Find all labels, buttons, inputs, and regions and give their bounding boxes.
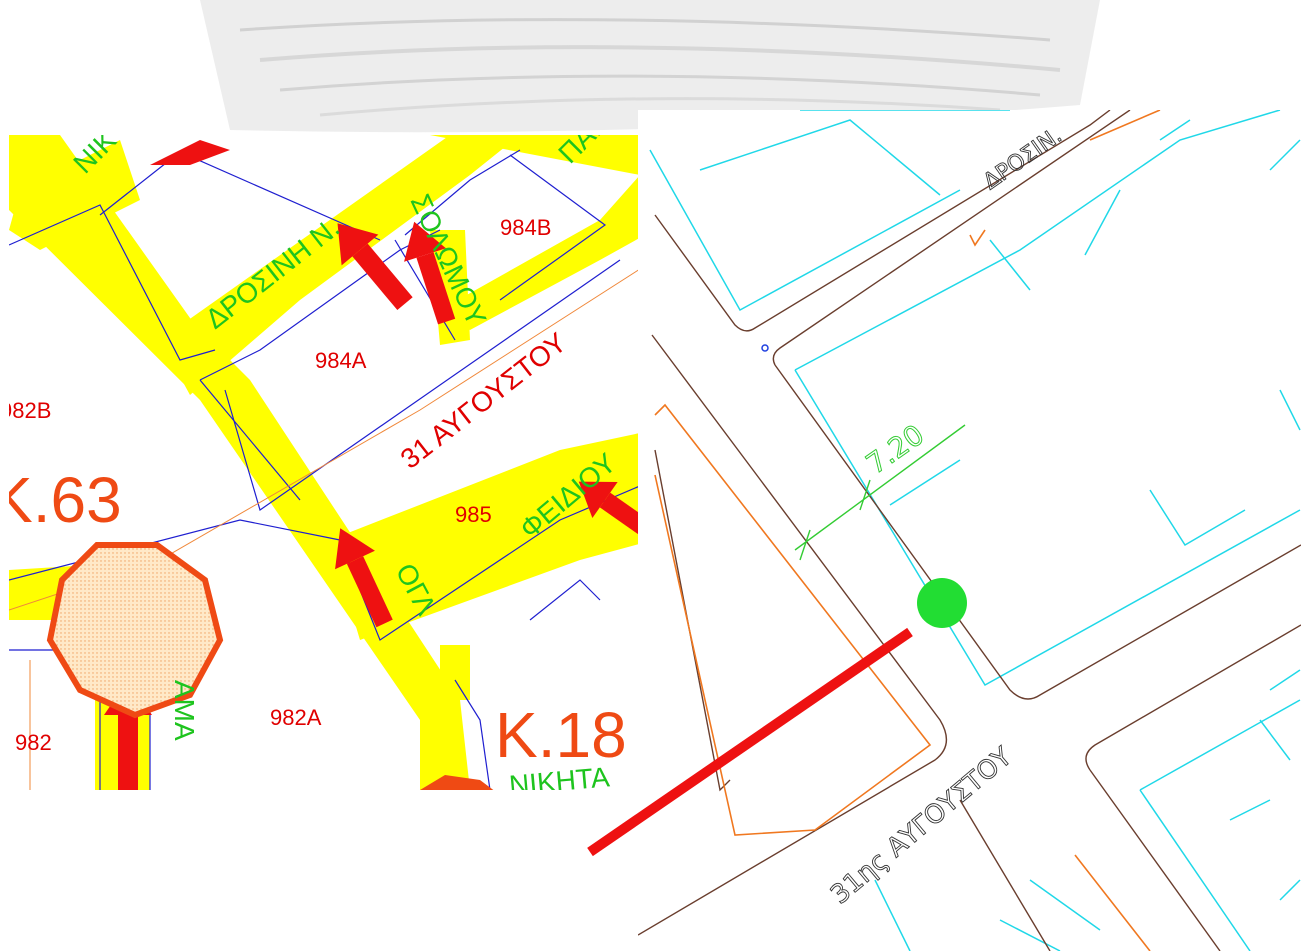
- arrow-icon: [337, 223, 413, 311]
- left-map-panel: 984Β 984Α 982Β 985 982Α 982 Κ.63 Κ.18 ΝΙ…: [0, 135, 654, 790]
- block-label-984a: 984Α: [315, 348, 367, 373]
- block-label-982a: 982Α: [270, 705, 322, 730]
- block-label-984b: 984Β: [500, 215, 551, 240]
- arrow-icon: [404, 221, 456, 325]
- building-outlines: [649, 110, 1301, 951]
- parcel-boundary: [654, 110, 1161, 951]
- dimension-line: [794, 424, 966, 561]
- octagon-marker-icon: [420, 775, 494, 790]
- zone-label-k63: Κ.63: [0, 464, 122, 536]
- background-texture: [200, 0, 1100, 133]
- street-edges: [638, 110, 1301, 951]
- arrow-icon: [150, 140, 230, 165]
- block-label-982: 982: [15, 730, 52, 755]
- zone-label-k18: Κ.18: [495, 699, 627, 771]
- location-marker-icon: [917, 578, 967, 628]
- block-label-982b: 982Β: [0, 398, 51, 423]
- right-map-panel: 7.20 ΔΡΟΣΙΝ. 31ης ΑΥΓΟΥΣΤΟΥ: [638, 110, 1301, 951]
- road-network: [9, 135, 654, 790]
- section-line: [587, 627, 913, 857]
- survey-point-icon: [761, 344, 769, 352]
- octagon-marker-icon: [46, 542, 224, 719]
- arrow-icon: [335, 528, 393, 628]
- street-label-ama: ΑΜΑ: [169, 680, 200, 741]
- block-label-985: 985: [455, 502, 492, 527]
